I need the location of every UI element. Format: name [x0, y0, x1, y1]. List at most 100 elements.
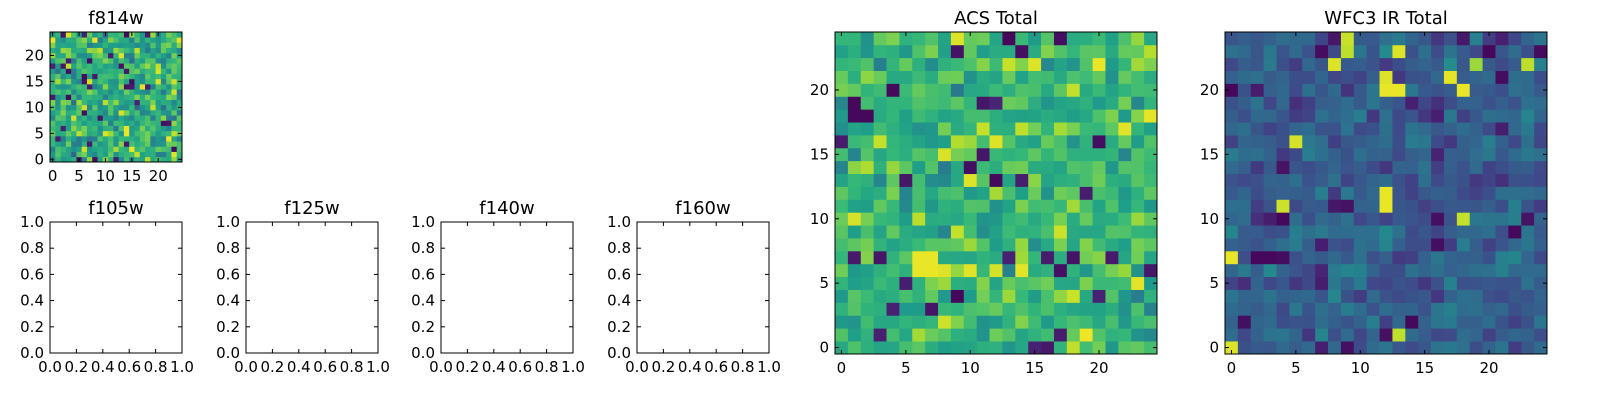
heatmap-cell	[1495, 32, 1509, 46]
heatmap-cell	[1340, 328, 1355, 342]
heatmap-cell	[1079, 44, 1093, 59]
heatmap-cell	[976, 32, 990, 46]
heatmap-cell	[160, 42, 167, 48]
heatmap-cell	[1495, 315, 1509, 329]
heatmap-cell	[989, 276, 1003, 290]
panel-title: ACS Total	[954, 8, 1038, 29]
x-tick-label: 0.6	[117, 358, 141, 376]
heatmap-cell	[50, 68, 56, 74]
heatmap-cell	[1263, 276, 1277, 290]
heatmap-cell	[118, 89, 125, 95]
heatmap-cell	[118, 94, 125, 100]
heatmap-cell	[108, 32, 114, 38]
heatmap-cell	[1456, 57, 1471, 71]
heatmap-cell	[1263, 70, 1277, 84]
heatmap-cell	[925, 83, 939, 97]
heatmap-cell	[1443, 289, 1458, 303]
heatmap-cell	[1105, 109, 1119, 123]
heatmap-cell	[1340, 135, 1355, 149]
heatmap-cell	[129, 52, 135, 59]
heatmap-cell	[1315, 302, 1329, 316]
heatmap-cell	[847, 70, 862, 84]
heatmap-cell	[160, 94, 167, 100]
heatmap-cell	[60, 120, 67, 126]
heatmap-cell	[65, 42, 72, 48]
heatmap-cell	[60, 37, 67, 43]
heatmap-cell	[176, 42, 183, 48]
heatmap-cell	[912, 225, 926, 239]
heatmap-cell	[150, 73, 156, 80]
heatmap-cell	[1002, 173, 1016, 187]
heatmap-cell	[1534, 263, 1548, 278]
heatmap-cell	[166, 141, 172, 147]
x-tick-label: 0	[48, 167, 58, 185]
heatmap-cell	[97, 120, 104, 126]
heatmap-cell	[1469, 225, 1483, 239]
heatmap-cell	[1456, 315, 1471, 329]
heatmap-cell	[1366, 83, 1380, 97]
heatmap-cell	[1002, 276, 1016, 290]
heatmap-cell	[160, 58, 167, 64]
heatmap-cell	[1340, 341, 1355, 355]
heatmap-cell	[1482, 263, 1496, 278]
heatmap-cell	[150, 156, 156, 163]
heatmap-cell	[60, 130, 67, 137]
heatmap-cell	[1250, 238, 1264, 252]
heatmap-cell	[139, 32, 146, 38]
heatmap-cell	[171, 151, 178, 158]
heatmap-cell	[1289, 83, 1303, 97]
heatmap-cell	[1144, 173, 1158, 187]
heatmap-cell	[1508, 250, 1522, 265]
heatmap-cell	[989, 57, 1003, 71]
heatmap-cell	[1041, 199, 1055, 213]
heatmap-cell	[150, 110, 156, 116]
heatmap-cell	[1405, 135, 1419, 149]
heatmap-cell	[166, 32, 172, 38]
heatmap-cell	[102, 104, 109, 111]
heatmap-cell	[1028, 147, 1042, 162]
heatmap-cell	[1131, 315, 1145, 329]
heatmap-cell	[1469, 32, 1483, 46]
heatmap-cell	[1392, 328, 1406, 342]
heatmap-cell	[1521, 289, 1535, 303]
heatmap-cell	[1456, 122, 1471, 136]
heatmap-cell	[1066, 225, 1081, 239]
heatmap-cell	[1443, 83, 1458, 97]
heatmap-cell	[1118, 122, 1132, 136]
heatmap-cell	[1431, 83, 1445, 97]
heatmap-cell	[50, 146, 56, 152]
heatmap-cell	[925, 122, 939, 136]
heatmap-cell	[847, 83, 862, 97]
heatmap-cell	[76, 94, 83, 100]
heatmap-cell	[1340, 109, 1355, 123]
heatmap-cell	[171, 32, 178, 38]
heatmap-cell	[171, 78, 178, 85]
heatmap-cell	[912, 212, 926, 226]
heatmap-cell	[835, 173, 849, 187]
heatmap-cell	[150, 125, 156, 132]
heatmap-cell	[1315, 315, 1329, 329]
heatmap-cell	[1118, 238, 1132, 252]
heatmap-cell	[1534, 289, 1548, 303]
panel-f105w: 0.0 0.2 0.4 0.6 0.8 1.00.00.20.40.60.81.0f105…	[20, 198, 194, 376]
heatmap-cell	[155, 63, 162, 69]
heatmap-cell	[899, 199, 913, 213]
heatmap-cell	[176, 68, 183, 74]
heatmap-cell	[60, 58, 67, 64]
heatmap-cell	[1353, 276, 1368, 290]
heatmap-cell	[1289, 289, 1303, 303]
heatmap-cell	[1431, 250, 1445, 265]
heatmap-cell	[1469, 109, 1483, 123]
x-tick-label: 1.0	[757, 358, 781, 376]
heatmap-cell	[55, 89, 61, 95]
heatmap-cell	[55, 110, 61, 116]
heatmap-cell	[1366, 173, 1380, 187]
heatmap-cell	[176, 99, 183, 106]
heatmap-cell	[1225, 83, 1239, 97]
heatmap-cell	[60, 89, 67, 95]
heatmap-cell	[1443, 315, 1458, 329]
heatmap-cell	[1015, 57, 1029, 71]
heatmap-cell	[166, 94, 172, 100]
heatmap-cell	[1144, 225, 1158, 239]
heatmap-cell	[1353, 212, 1368, 226]
